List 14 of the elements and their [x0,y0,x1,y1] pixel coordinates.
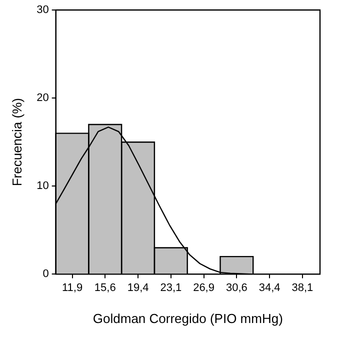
x-tick-label: 26,9 [193,282,214,294]
y-tick-label: 10 [36,180,49,192]
x-tick-label: 23,1 [160,282,182,294]
y-tick-label: 0 [42,268,49,280]
x-tick-label: 38,1 [292,282,314,294]
x-tick-label: 19,4 [127,282,149,294]
y-tick-label: 30 [36,4,49,16]
x-tick-label: 34,4 [258,282,280,294]
x-tick-label: 15,6 [94,282,116,294]
x-axis-title: Goldman Corregido (PIO mmHg) [92,310,283,326]
x-tick-label: 11,9 [62,282,83,294]
y-tick-label: 20 [36,92,49,104]
x-tick-label: 30,6 [226,282,248,294]
y-axis-title: Frecuencia (%) [9,98,24,186]
